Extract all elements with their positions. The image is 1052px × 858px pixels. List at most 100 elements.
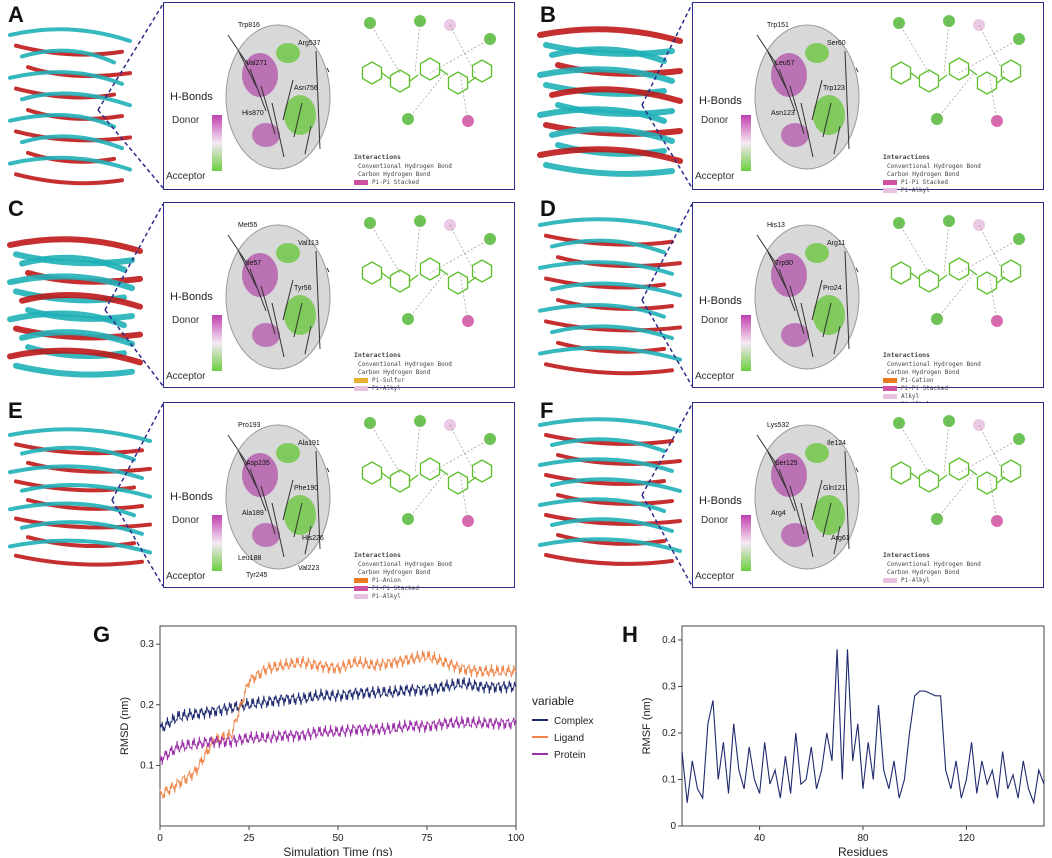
interaction-legend-label: Pi-Pi Stacked	[901, 179, 948, 186]
interaction-legend-item: Alkyl	[883, 393, 959, 400]
donor-label: Donor	[701, 115, 729, 126]
x-tick-label: 0	[157, 833, 163, 844]
hbonds-legend-title: H-Bonds	[170, 91, 213, 103]
interactions-legend: Interactions Conventional Hydrogen Bond Ca…	[883, 351, 1043, 409]
interactions-legend-title: Interactions	[883, 551, 930, 559]
interactions-legend: Interactions Conventional Hydrogen Bond Ca…	[883, 551, 1043, 585]
interaction-legend-label: Pi-Alkyl	[372, 385, 401, 392]
interactions-legend: Interactions Conventional Hydrogen Bond Ca…	[354, 351, 514, 393]
hbond-gradient-bar	[212, 515, 222, 571]
y-tick-label: 0.1	[140, 760, 154, 771]
interaction-panel-a: H-Bonds Donor Acceptor Trp816 Arg537 Val271 As…	[163, 2, 515, 190]
interaction-legend-item: Carbon Hydrogen Bond	[354, 569, 430, 576]
donor-label: Donor	[172, 315, 200, 326]
protein-ribbon-image	[8, 27, 132, 186]
residue-label: Gln121	[823, 485, 846, 492]
hbonds-legend-title: H-Bonds	[699, 295, 742, 307]
protein-ribbon-image	[7, 236, 143, 378]
panel-label-f: F	[540, 398, 554, 423]
residue-label: Ile57	[246, 260, 261, 267]
residue-label: Val223	[298, 565, 319, 572]
panel-label-c: C	[8, 196, 24, 221]
interaction-legend-item: Pi-Alkyl	[354, 593, 430, 600]
residue-label: Trp90	[775, 260, 793, 267]
interaction-legend-label: Conventional Hydrogen Bond	[887, 561, 981, 568]
ligand-2d-diagram	[361, 15, 496, 127]
y-axis-label: RMSF (nm)	[641, 698, 653, 755]
interaction-legend-label: Pi-Pi Stacked	[372, 585, 419, 592]
x-tick-label: 40	[754, 833, 766, 844]
interactions-legend: Interactions Conventional Hydrogen Bond Ca…	[883, 153, 1043, 195]
interaction-legend-label: Pi-Sulfur	[372, 377, 405, 384]
interactions-legend: Interactions Conventional Hydrogen Bond Ca…	[354, 153, 514, 187]
interaction-legend-item: Conventional Hydrogen Bond	[354, 361, 452, 368]
interaction-legend-item: Carbon Hydrogen Bond	[354, 369, 430, 376]
ligand-2d-diagram	[361, 215, 496, 327]
legend-label-ligand: Ligand	[554, 733, 584, 744]
interaction-legend-item: Pi-Alkyl	[883, 187, 959, 194]
residue-label: Pro193	[238, 422, 261, 429]
protein-ribbon-image	[8, 427, 152, 567]
x-tick-label: 50	[332, 833, 344, 844]
binding-pocket-surface: Met55 Val113 Ile57 Tyr56	[225, 222, 331, 370]
interaction-legend-item: Conventional Hydrogen Bond	[354, 163, 452, 170]
interaction-legend-item: Carbon Hydrogen Bond	[883, 369, 959, 376]
interaction-legend-label: Alkyl	[901, 393, 920, 400]
donor-label: Donor	[172, 115, 200, 126]
residue-label: Arg4	[771, 510, 786, 517]
interaction-legend-label: Pi-Alkyl	[901, 187, 930, 194]
residue-label: Tyr245	[246, 572, 268, 579]
binding-pocket-surface: Trp816 Arg537 Val271 Asn756 His870	[225, 22, 331, 170]
residue-label: Tyr56	[294, 285, 312, 292]
hbond-gradient-bar	[741, 315, 751, 371]
interaction-panel-d: H-Bonds Donor Acceptor His13 Arg11 Trp90 Pro24…	[692, 202, 1044, 408]
interactions-legend-title: Interactions	[354, 551, 401, 559]
interaction-legend-item: Pi-Sulfur	[354, 377, 430, 384]
interaction-legend-item: Conventional Hydrogen Bond	[883, 361, 981, 368]
legend-swatch	[883, 378, 897, 383]
series-line-complex	[159, 676, 517, 732]
legend-swatch	[354, 378, 368, 383]
residue-label: Arg11	[827, 240, 845, 247]
interaction-legend-item: Carbon Hydrogen Bond	[883, 171, 959, 178]
interaction-legend-item: Pi-Alkyl	[354, 385, 430, 392]
interaction-panel-b: H-Bonds Donor Acceptor Trp151 Ser60 Leu57 Trp1…	[692, 2, 1044, 194]
interactions-legend-title: Interactions	[883, 351, 930, 359]
interaction-legend-item: Conventional Hydrogen Bond	[883, 561, 981, 568]
donor-label: Donor	[172, 515, 200, 526]
y-tick-label: 0.3	[140, 639, 154, 650]
hbonds-legend-title: H-Bonds	[699, 95, 742, 107]
interaction-legend-item: Conventional Hydrogen Bond	[883, 163, 981, 170]
y-tick-label: 0.2	[140, 700, 154, 711]
interaction-legend-item: Carbon Hydrogen Bond	[883, 569, 959, 576]
binding-pocket-surface: His13 Arg11 Trp90 Pro24	[754, 222, 860, 370]
rmsf-chart: 40 80 120 0 0.1 0.2 0.3 0.4 Residues RMSF (nm)	[641, 625, 1045, 856]
legend-title: variable	[532, 694, 574, 708]
interaction-legend-label: Pi-Pi Stacked	[901, 385, 948, 392]
panel-label-h: H	[622, 622, 638, 647]
plot-frame	[681, 625, 1045, 827]
panel-label-g: G	[93, 622, 111, 647]
interaction-legend-label: Carbon Hydrogen Bond	[887, 369, 960, 376]
series-line-ligand	[159, 650, 517, 799]
interaction-legend-label: Pi-Alkyl	[372, 593, 401, 600]
residue-label: Ala191	[298, 440, 320, 447]
x-tick-label: 75	[421, 833, 433, 844]
series-line-rmsf	[681, 649, 1045, 805]
interaction-legend-item: Pi-Pi Stacked	[883, 385, 959, 392]
interaction-legend-item: Pi-Cation	[883, 377, 959, 384]
residue-label: His13	[767, 222, 785, 229]
legend-swatch	[354, 594, 368, 599]
y-tick-label: 0.2	[662, 728, 676, 739]
interaction-legend-label: Carbon Hydrogen Bond	[887, 171, 960, 178]
panel-label-b: B	[540, 2, 556, 27]
hbonds-legend-title: H-Bonds	[699, 495, 742, 507]
interaction-legend-item: Conventional Hydrogen Bond	[354, 561, 452, 568]
residue-label: Trp151	[767, 22, 789, 29]
legend-swatch	[354, 578, 368, 583]
protein-ribbon-image	[537, 26, 683, 177]
interactions-legend-title: Interactions	[354, 351, 401, 359]
interaction-legend-item: Pi-Pi Stacked	[354, 179, 430, 186]
interaction-legend-item: Pi-Alkyl	[883, 577, 959, 584]
residue-label: Arg537	[298, 40, 321, 47]
